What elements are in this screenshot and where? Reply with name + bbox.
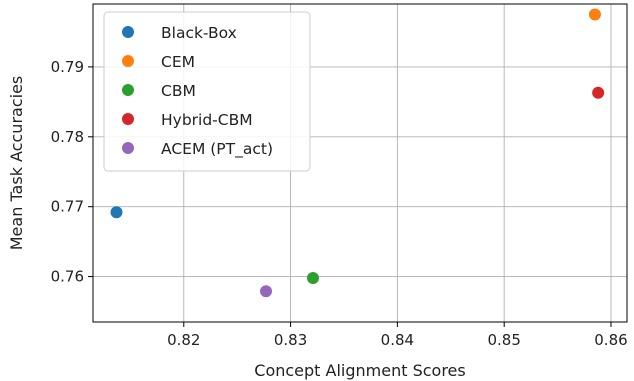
- legend-label: CBM: [161, 82, 196, 100]
- data-point: [260, 285, 273, 298]
- legend-label: ACEM (PT_act): [161, 140, 273, 159]
- y-tick-label: 0.79: [51, 58, 84, 76]
- plot-area-frame: [92, 3, 628, 323]
- x-tick-label: 0.83: [274, 331, 307, 349]
- legend-marker: [122, 142, 134, 154]
- x-tick-label: 0.85: [487, 331, 520, 349]
- x-tick-label: 0.84: [381, 331, 414, 349]
- legend-marker: [122, 55, 134, 67]
- legend-box: [103, 11, 311, 172]
- data-point: [592, 86, 605, 99]
- legend-marker: [122, 84, 134, 96]
- legend-label: Black-Box: [161, 24, 237, 42]
- data-point: [588, 8, 601, 21]
- axis-ticks: 0.82 0.83 0.84 0.85 0.86 0.76 0.77 0.78 0.79: [51, 58, 628, 349]
- y-tick-label: 0.77: [51, 198, 84, 216]
- y-tick-label: 0.78: [51, 128, 84, 146]
- x-tick-label: 0.86: [594, 331, 627, 349]
- legend-label: CEM: [161, 53, 195, 71]
- legend-marker: [122, 113, 134, 125]
- y-axis-label: Mean Task Accuracies: [7, 76, 26, 251]
- data-points: [110, 8, 605, 298]
- x-axis-label: Concept Alignment Scores: [254, 361, 465, 380]
- legend-label: Hybrid-CBM: [161, 111, 253, 129]
- legend-marker: [122, 26, 134, 38]
- y-tick-label: 0.76: [51, 268, 84, 286]
- x-tick-label: 0.82: [167, 331, 200, 349]
- data-point: [110, 206, 123, 219]
- legend: Black-Box CEM CBM Hybrid-CBM ACEM (PT_act): [103, 11, 311, 172]
- data-point: [307, 271, 320, 284]
